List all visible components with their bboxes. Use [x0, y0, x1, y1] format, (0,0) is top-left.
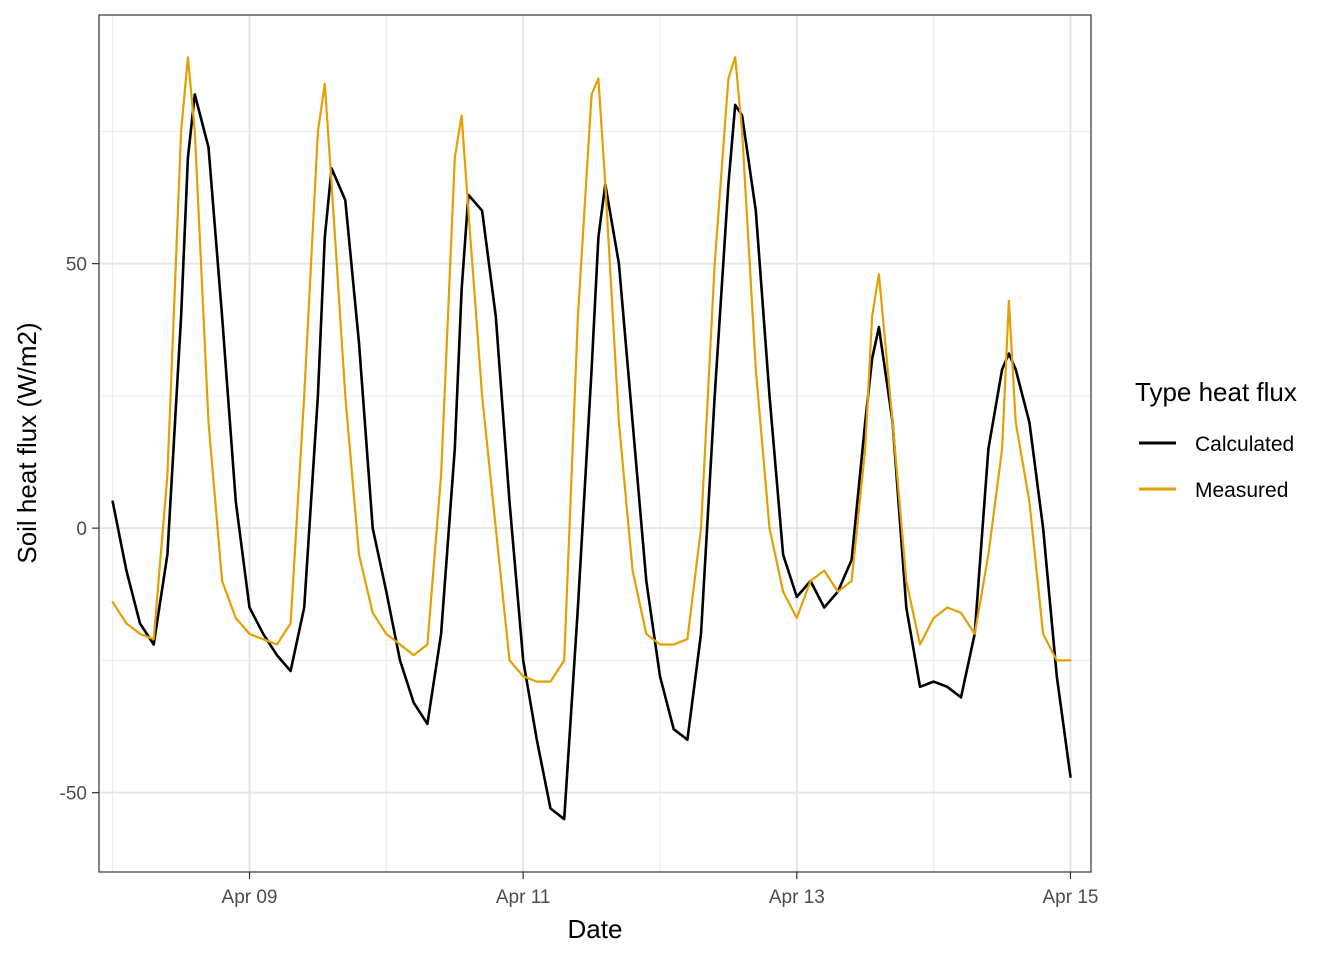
legend: Type heat flux Calculated Measured: [1135, 377, 1297, 502]
y-tick-label: 50: [66, 255, 87, 276]
panel-border: [98, 14, 1092, 873]
x-axis-ticks: Apr 09 Apr 11 Apr 13 Apr 15: [222, 872, 1098, 908]
series-line-measured: [111, 56, 1072, 683]
y-tick-label: -50: [60, 784, 87, 805]
major-gridlines: [99, 15, 1091, 872]
x-tick-label: Apr 09: [222, 887, 278, 908]
y-tick-label: 0: [76, 519, 87, 540]
legend-title: Type heat flux: [1135, 377, 1297, 407]
y-axis-title: Soil heat flux (W/m2): [12, 322, 42, 563]
x-tick-label: Apr 13: [769, 887, 825, 908]
x-tick-label: Apr 11: [496, 887, 551, 908]
y-axis-ticks: -50 0 50: [60, 255, 99, 805]
plot-panel: [99, 15, 1091, 872]
legend-label-calculated: Calculated: [1195, 433, 1294, 456]
x-axis-title: Date: [568, 914, 623, 944]
series-layer: [111, 56, 1072, 821]
x-tick-label: Apr 15: [1042, 887, 1098, 908]
minor-gridlines: [99, 15, 1091, 872]
legend-label-measured: Measured: [1195, 479, 1288, 502]
series-line-calculated: [111, 93, 1072, 821]
